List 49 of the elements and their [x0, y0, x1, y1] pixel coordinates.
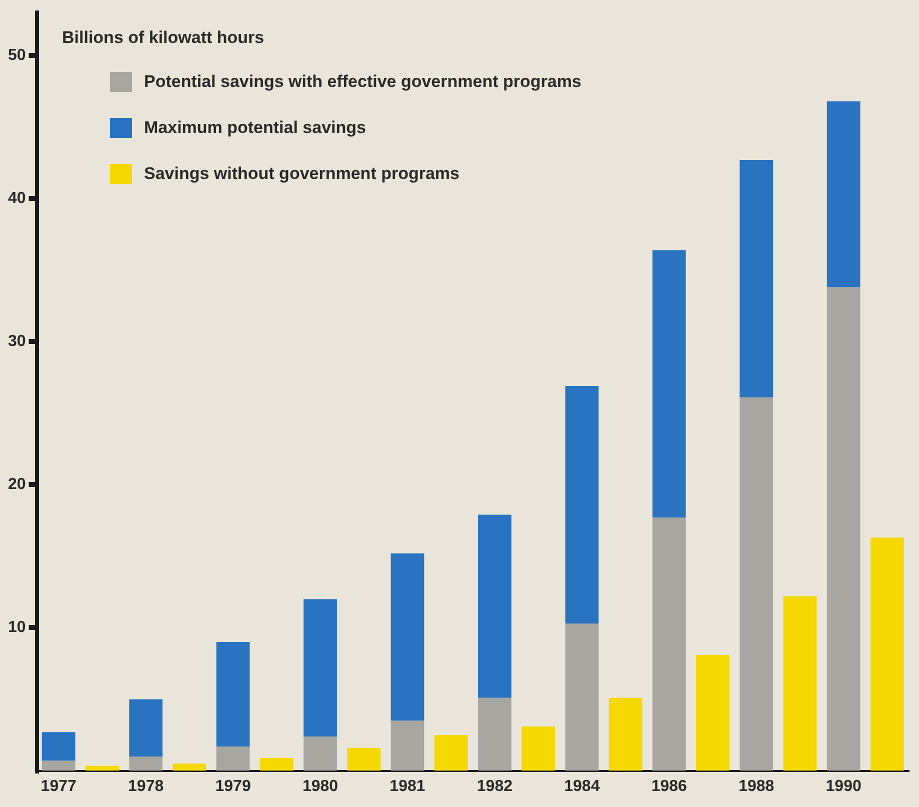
bar [740, 397, 774, 771]
bar [740, 160, 774, 398]
bar [826, 287, 860, 771]
bar [522, 726, 555, 771]
bar [129, 699, 163, 756]
x-tick-label: 1981 [390, 778, 426, 795]
y-tick-label: 40 [8, 190, 26, 207]
bar [42, 732, 76, 761]
legend-label: Potential savings with effective government programs [144, 72, 582, 92]
bar [565, 386, 599, 624]
legend-label: Savings without government programs [144, 164, 460, 184]
bar [304, 599, 337, 736]
bar [652, 250, 686, 518]
bar [216, 642, 250, 746]
bar [129, 756, 163, 771]
x-tick-label: 1982 [476, 778, 513, 795]
bar [870, 538, 904, 771]
bar [86, 766, 119, 771]
x-tick-label: 1978 [128, 778, 164, 795]
bar [172, 764, 206, 771]
y-axis-title: Billions of kilowatt hours [62, 28, 264, 48]
bar [434, 735, 468, 771]
bar [826, 101, 860, 288]
bar [696, 654, 730, 771]
x-tick-label: 1984 [564, 778, 600, 795]
bar [347, 748, 381, 771]
y-tick-label: 50 [8, 46, 26, 64]
x-tick-label: 1988 [738, 778, 774, 795]
x-tick-label: 1980 [302, 778, 338, 795]
bar [783, 596, 817, 771]
y-tick-label: 10 [8, 619, 26, 636]
bar [608, 698, 642, 771]
x-tick-label: 1979 [215, 778, 251, 795]
legend-label: Maximum potential savings [144, 118, 366, 138]
bar [478, 514, 512, 698]
bar [390, 553, 424, 721]
bar [390, 720, 424, 771]
y-tick-label: 20 [8, 476, 26, 494]
bar [478, 698, 512, 771]
y-tick-label: 30 [8, 333, 26, 350]
x-tick-label: 1990 [826, 778, 862, 795]
bar [304, 736, 337, 771]
bar [260, 758, 294, 771]
bar [565, 623, 599, 771]
x-tick-label: 1977 [40, 778, 76, 795]
bar [42, 760, 76, 771]
bar [652, 518, 686, 771]
bar [216, 746, 250, 771]
x-tick-label: 1986 [651, 778, 688, 795]
